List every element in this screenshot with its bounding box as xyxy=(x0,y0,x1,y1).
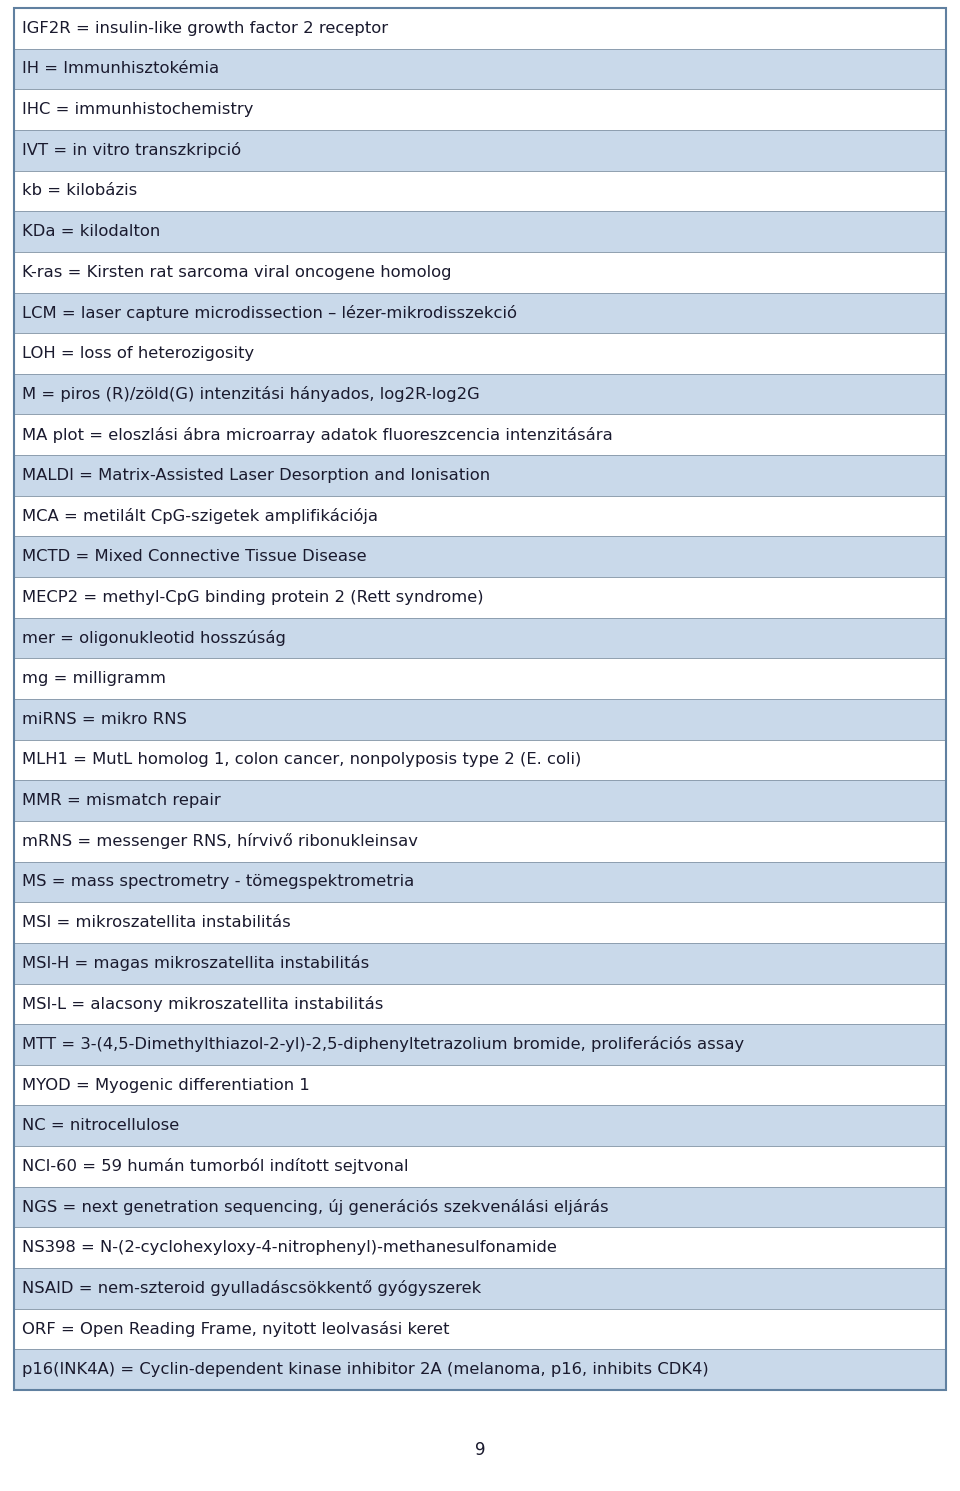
Text: kb = kilobázis: kb = kilobázis xyxy=(22,183,137,198)
Text: MSI-L = alacsony mikroszatellita instabilitás: MSI-L = alacsony mikroszatellita instabi… xyxy=(22,996,383,1012)
Bar xyxy=(14,455,946,497)
Text: IHC = immunhistochemistry: IHC = immunhistochemistry xyxy=(22,101,253,118)
Bar xyxy=(14,1227,946,1267)
Bar xyxy=(14,49,946,89)
Bar xyxy=(14,699,946,740)
Text: IH = Immunhisztokémia: IH = Immunhisztokémia xyxy=(22,61,219,76)
Bar xyxy=(14,7,946,49)
Text: p16(INK4A) = Cyclin-dependent kinase inhibitor 2A (melanoma, p16, inhibits CDK4): p16(INK4A) = Cyclin-dependent kinase inh… xyxy=(22,1363,708,1378)
Text: 9: 9 xyxy=(475,1440,485,1460)
Bar xyxy=(14,862,946,902)
Text: NCI-60 = 59 humán tumorból indított sejtvonal: NCI-60 = 59 humán tumorból indított sejt… xyxy=(22,1159,409,1175)
Text: MS = mass spectrometry - tömegspektrometria: MS = mass spectrometry - tömegspektromet… xyxy=(22,874,415,890)
Bar xyxy=(14,212,946,252)
Text: LCM = laser capture microdissection – lézer-mikrodisszekció: LCM = laser capture microdissection – lé… xyxy=(22,304,517,321)
Text: mRNS = messenger RNS, hírvivő ribonukleinsav: mRNS = messenger RNS, hírvivő ribonuklei… xyxy=(22,833,418,850)
Bar xyxy=(14,902,946,942)
Text: MCTD = Mixed Connective Tissue Disease: MCTD = Mixed Connective Tissue Disease xyxy=(22,549,367,564)
Bar xyxy=(14,822,946,862)
Bar xyxy=(14,1147,946,1187)
Bar xyxy=(14,1267,946,1309)
Text: IGF2R = insulin-like growth factor 2 receptor: IGF2R = insulin-like growth factor 2 rec… xyxy=(22,21,388,36)
Bar xyxy=(14,170,946,212)
Bar xyxy=(14,537,946,577)
Text: MA plot = eloszlási ábra microarray adatok fluoreszcencia intenzitására: MA plot = eloszlási ábra microarray adat… xyxy=(22,426,612,443)
Text: MLH1 = MutL homolog 1, colon cancer, nonpolyposis type 2 (E. coli): MLH1 = MutL homolog 1, colon cancer, non… xyxy=(22,753,582,768)
Text: MALDI = Matrix-Assisted Laser Desorption and Ionisation: MALDI = Matrix-Assisted Laser Desorption… xyxy=(22,468,491,483)
Bar xyxy=(14,497,946,537)
Text: NC = nitrocellulose: NC = nitrocellulose xyxy=(22,1118,180,1133)
Bar xyxy=(14,1349,946,1390)
Text: MCA = metilált CpG-szigetek amplifikációja: MCA = metilált CpG-szigetek amplifikáció… xyxy=(22,508,378,525)
Bar xyxy=(14,252,946,292)
Bar xyxy=(14,414,946,455)
Text: MSI = mikroszatellita instabilitás: MSI = mikroszatellita instabilitás xyxy=(22,915,291,930)
Text: MYOD = Myogenic differentiation 1: MYOD = Myogenic differentiation 1 xyxy=(22,1078,310,1093)
Text: MMR = mismatch repair: MMR = mismatch repair xyxy=(22,793,221,808)
Bar xyxy=(14,1024,946,1065)
Bar xyxy=(14,577,946,617)
Text: MTT = 3-(4,5-Dimethylthiazol-2-yl)-2,5-diphenyltetrazolium bromide, proliferáció: MTT = 3-(4,5-Dimethylthiazol-2-yl)-2,5-d… xyxy=(22,1036,744,1053)
Text: NGS = next genetration sequencing, új generációs szekvenálási eljárás: NGS = next genetration sequencing, új ge… xyxy=(22,1199,609,1215)
Bar xyxy=(14,89,946,130)
Text: NS398 = N-(2-cyclohexyloxy-4-nitrophenyl)-methanesulfonamide: NS398 = N-(2-cyclohexyloxy-4-nitrophenyl… xyxy=(22,1241,557,1255)
Bar xyxy=(14,292,946,332)
Bar xyxy=(14,332,946,374)
Bar xyxy=(14,374,946,414)
Text: ORF = Open Reading Frame, nyitott leolvasási keret: ORF = Open Reading Frame, nyitott leolva… xyxy=(22,1321,449,1337)
Bar xyxy=(14,1065,946,1105)
Text: mer = oligonukleotid hosszúság: mer = oligonukleotid hosszúság xyxy=(22,631,286,646)
Bar xyxy=(14,1187,946,1227)
Text: LOH = loss of heterozigosity: LOH = loss of heterozigosity xyxy=(22,346,254,361)
Bar xyxy=(14,984,946,1024)
Bar xyxy=(14,130,946,170)
Bar xyxy=(14,1105,946,1147)
Text: KDa = kilodalton: KDa = kilodalton xyxy=(22,224,160,239)
Text: NSAID = nem-szteroid gyulladáscsökkentő gyógyszerek: NSAID = nem-szteroid gyulladáscsökkentő … xyxy=(22,1281,481,1296)
Text: MSI-H = magas mikroszatellita instabilitás: MSI-H = magas mikroszatellita instabilit… xyxy=(22,956,370,971)
Bar xyxy=(14,1309,946,1349)
Bar xyxy=(14,942,946,984)
Text: IVT = in vitro transzkripció: IVT = in vitro transzkripció xyxy=(22,142,241,158)
Text: mg = milligramm: mg = milligramm xyxy=(22,671,166,686)
Text: M = piros (R)/zöld(G) intenzitási hányados, log2R-log2G: M = piros (R)/zöld(G) intenzitási hányad… xyxy=(22,386,480,403)
Bar xyxy=(14,617,946,659)
Text: K-ras = Kirsten rat sarcoma viral oncogene homolog: K-ras = Kirsten rat sarcoma viral oncoge… xyxy=(22,265,451,280)
Text: miRNS = mikro RNS: miRNS = mikro RNS xyxy=(22,711,187,726)
Text: MECP2 = methyl-CpG binding protein 2 (Rett syndrome): MECP2 = methyl-CpG binding protein 2 (Re… xyxy=(22,590,484,605)
Bar xyxy=(14,740,946,780)
Bar xyxy=(14,659,946,699)
Bar xyxy=(14,780,946,822)
